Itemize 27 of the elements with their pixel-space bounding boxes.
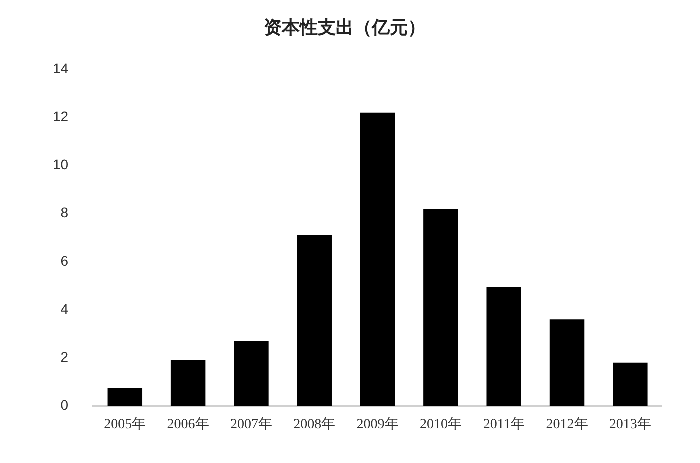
- y-tick-label: 4: [60, 300, 69, 317]
- bar: [613, 362, 648, 406]
- y-tick-label: 14: [52, 60, 69, 76]
- x-tick-label: 2008年: [294, 416, 336, 432]
- bar: [486, 287, 522, 406]
- y-tick-label: 2: [60, 348, 69, 365]
- x-tick-label: 2006年: [167, 416, 210, 432]
- x-tick-label: 2013年: [609, 416, 652, 432]
- bar: [360, 112, 396, 406]
- bar: [297, 235, 332, 406]
- x-tick-label: 2009年: [356, 416, 399, 432]
- y-tick-label: 8: [60, 204, 69, 221]
- bar: [170, 360, 206, 406]
- x-tick-label: 2011年: [483, 416, 525, 432]
- x-tick-label: 2012年: [546, 416, 588, 432]
- bar: [424, 209, 458, 406]
- x-tick-label: 2005年: [104, 416, 146, 432]
- x-tick-label: 2010年: [420, 416, 462, 432]
- y-tick-label: 10: [52, 156, 69, 173]
- bar: [108, 388, 143, 406]
- chart-title: 资本性支出（亿元）: [264, 17, 426, 38]
- y-tick-label: 12: [52, 108, 69, 125]
- bar: [550, 320, 585, 406]
- y-tick-label: 6: [60, 252, 69, 269]
- bar: [234, 341, 269, 406]
- y-tick-label: 0: [60, 397, 69, 414]
- x-tick-label: 2007年: [230, 416, 272, 432]
